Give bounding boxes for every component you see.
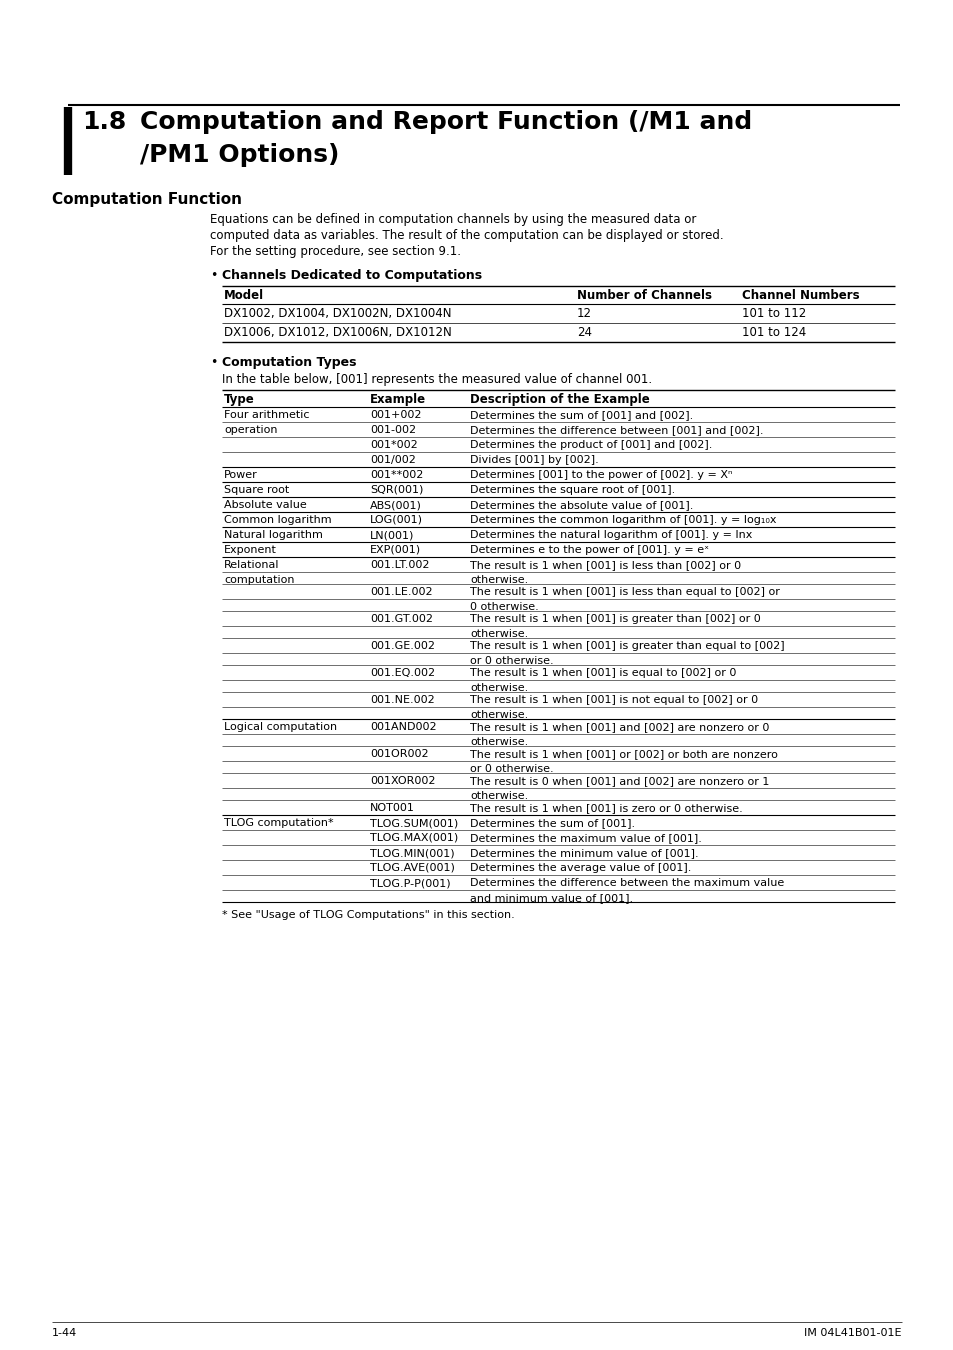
Text: /PM1 Options): /PM1 Options) <box>140 143 339 167</box>
Text: 001/002: 001/002 <box>370 455 416 464</box>
Text: 001.LE.002: 001.LE.002 <box>370 587 432 597</box>
Text: Square root: Square root <box>224 485 289 495</box>
Text: The result is 1 when [001] is not equal to [002] or 0: The result is 1 when [001] is not equal … <box>470 695 758 705</box>
Text: The result is 1 when [001] is greater than [002] or 0: The result is 1 when [001] is greater th… <box>470 614 760 624</box>
Text: computation: computation <box>224 575 294 585</box>
Text: The result is 1 when [001] or [002] or both are nonzero: The result is 1 when [001] or [002] or b… <box>470 749 777 759</box>
Text: Common logarithm: Common logarithm <box>224 514 332 525</box>
Text: Channel Numbers: Channel Numbers <box>741 289 859 302</box>
Text: Computation Function: Computation Function <box>52 192 242 207</box>
Text: Relational: Relational <box>224 560 279 570</box>
Text: Natural logarithm: Natural logarithm <box>224 531 322 540</box>
Text: LN(001): LN(001) <box>370 531 414 540</box>
Text: Four arithmetic: Four arithmetic <box>224 410 309 420</box>
Text: Determines the maximum value of [001].: Determines the maximum value of [001]. <box>470 833 701 842</box>
Text: Number of Channels: Number of Channels <box>577 289 711 302</box>
Text: Determines the average value of [001].: Determines the average value of [001]. <box>470 863 691 873</box>
Text: Determines the difference between [001] and [002].: Determines the difference between [001] … <box>470 425 762 435</box>
Text: In the table below, [001] represents the measured value of channel 001.: In the table below, [001] represents the… <box>222 373 652 386</box>
Text: 0 otherwise.: 0 otherwise. <box>470 602 538 612</box>
Text: EXP(001): EXP(001) <box>370 545 420 555</box>
Text: TLOG.P-P(001): TLOG.P-P(001) <box>370 878 450 888</box>
Text: 001XOR002: 001XOR002 <box>370 776 435 786</box>
Text: TLOG.SUM(001): TLOG.SUM(001) <box>370 818 457 828</box>
Text: 001.GT.002: 001.GT.002 <box>370 614 433 624</box>
Text: Computation Types: Computation Types <box>222 356 356 369</box>
Text: otherwise.: otherwise. <box>470 710 528 720</box>
Text: Determines the absolute value of [001].: Determines the absolute value of [001]. <box>470 500 693 510</box>
Text: The result is 0 when [001] and [002] are nonzero or 1: The result is 0 when [001] and [002] are… <box>470 776 768 786</box>
Text: and minimum value of [001].: and minimum value of [001]. <box>470 892 633 903</box>
Text: 24: 24 <box>577 325 592 339</box>
Text: Determines [001] to the power of [002]. y = Xⁿ: Determines [001] to the power of [002]. … <box>470 470 732 481</box>
Text: Determines e to the power of [001]. y = eˣ: Determines e to the power of [001]. y = … <box>470 545 708 555</box>
Text: For the setting procedure, see section 9.1.: For the setting procedure, see section 9… <box>210 244 460 258</box>
Text: 101 to 112: 101 to 112 <box>741 306 805 320</box>
Text: otherwise.: otherwise. <box>470 791 528 801</box>
Text: 001.EQ.002: 001.EQ.002 <box>370 668 435 678</box>
Text: DX1002, DX1004, DX1002N, DX1004N: DX1002, DX1004, DX1002N, DX1004N <box>224 306 451 320</box>
Text: 001OR002: 001OR002 <box>370 749 428 759</box>
Text: otherwise.: otherwise. <box>470 737 528 747</box>
Text: 001.GE.002: 001.GE.002 <box>370 641 435 651</box>
Text: The result is 1 when [001] is zero or 0 otherwise.: The result is 1 when [001] is zero or 0 … <box>470 803 742 813</box>
Text: Determines the minimum value of [001].: Determines the minimum value of [001]. <box>470 848 698 859</box>
Text: or 0 otherwise.: or 0 otherwise. <box>470 764 553 774</box>
Text: Determines the difference between the maximum value: Determines the difference between the ma… <box>470 878 783 888</box>
Text: otherwise.: otherwise. <box>470 683 528 693</box>
Text: Determines the natural logarithm of [001]. y = lnx: Determines the natural logarithm of [001… <box>470 531 752 540</box>
Text: TLOG.MIN(001): TLOG.MIN(001) <box>370 848 455 859</box>
Text: Description of the Example: Description of the Example <box>470 393 649 406</box>
Text: otherwise.: otherwise. <box>470 575 528 585</box>
Text: Model: Model <box>224 289 264 302</box>
Text: •: • <box>210 269 217 282</box>
Text: computed data as variables. The result of the computation can be displayed or st: computed data as variables. The result o… <box>210 230 723 242</box>
Text: Exponent: Exponent <box>224 545 276 555</box>
Text: or 0 otherwise.: or 0 otherwise. <box>470 656 553 666</box>
Text: 101 to 124: 101 to 124 <box>741 325 805 339</box>
Text: 1-44: 1-44 <box>52 1328 77 1338</box>
Text: 001**002: 001**002 <box>370 470 423 481</box>
Text: Absolute value: Absolute value <box>224 500 307 510</box>
Text: otherwise.: otherwise. <box>470 629 528 639</box>
Text: Type: Type <box>224 393 254 406</box>
Text: * See "Usage of TLOG Computations" in this section.: * See "Usage of TLOG Computations" in th… <box>222 910 515 919</box>
Text: TLOG.AVE(001): TLOG.AVE(001) <box>370 863 455 873</box>
Text: 001.NE.002: 001.NE.002 <box>370 695 435 705</box>
Text: operation: operation <box>224 425 277 435</box>
Text: 001+002: 001+002 <box>370 410 421 420</box>
Text: TLOG computation*: TLOG computation* <box>224 818 334 828</box>
Text: NOT001: NOT001 <box>370 803 415 813</box>
Text: Channels Dedicated to Computations: Channels Dedicated to Computations <box>222 269 481 282</box>
Text: DX1006, DX1012, DX1006N, DX1012N: DX1006, DX1012, DX1006N, DX1012N <box>224 325 452 339</box>
Text: 12: 12 <box>577 306 592 320</box>
Text: Logical computation: Logical computation <box>224 722 336 732</box>
Text: Power: Power <box>224 470 257 481</box>
Text: Computation and Report Function (/M1 and: Computation and Report Function (/M1 and <box>140 109 752 134</box>
Text: Determines the common logarithm of [001]. y = log₁₀x: Determines the common logarithm of [001]… <box>470 514 776 525</box>
Text: Determines the sum of [001] and [002].: Determines the sum of [001] and [002]. <box>470 410 693 420</box>
Text: The result is 1 when [001] is less than equal to [002] or: The result is 1 when [001] is less than … <box>470 587 779 597</box>
Text: •: • <box>210 356 217 369</box>
Text: ABS(001): ABS(001) <box>370 500 421 510</box>
Text: Equations can be defined in computation channels by using the measured data or: Equations can be defined in computation … <box>210 213 696 225</box>
Text: SQR(001): SQR(001) <box>370 485 423 495</box>
Text: 1.8: 1.8 <box>82 109 126 134</box>
Text: 001-002: 001-002 <box>370 425 416 435</box>
Text: Example: Example <box>370 393 426 406</box>
Text: The result is 1 when [001] is equal to [002] or 0: The result is 1 when [001] is equal to [… <box>470 668 736 678</box>
Text: TLOG.MAX(001): TLOG.MAX(001) <box>370 833 457 842</box>
Text: The result is 1 when [001] and [002] are nonzero or 0: The result is 1 when [001] and [002] are… <box>470 722 768 732</box>
Text: LOG(001): LOG(001) <box>370 514 422 525</box>
Text: Determines the product of [001] and [002].: Determines the product of [001] and [002… <box>470 440 712 450</box>
Text: The result is 1 when [001] is less than [002] or 0: The result is 1 when [001] is less than … <box>470 560 740 570</box>
Text: IM 04L41B01-01E: IM 04L41B01-01E <box>803 1328 901 1338</box>
Text: The result is 1 when [001] is greater than equal to [002]: The result is 1 when [001] is greater th… <box>470 641 783 651</box>
Text: 001AND002: 001AND002 <box>370 722 436 732</box>
Text: 001*002: 001*002 <box>370 440 417 450</box>
Text: Determines the square root of [001].: Determines the square root of [001]. <box>470 485 675 495</box>
Text: 001.LT.002: 001.LT.002 <box>370 560 429 570</box>
Text: Determines the sum of [001].: Determines the sum of [001]. <box>470 818 635 828</box>
Text: Divides [001] by [002].: Divides [001] by [002]. <box>470 455 598 464</box>
